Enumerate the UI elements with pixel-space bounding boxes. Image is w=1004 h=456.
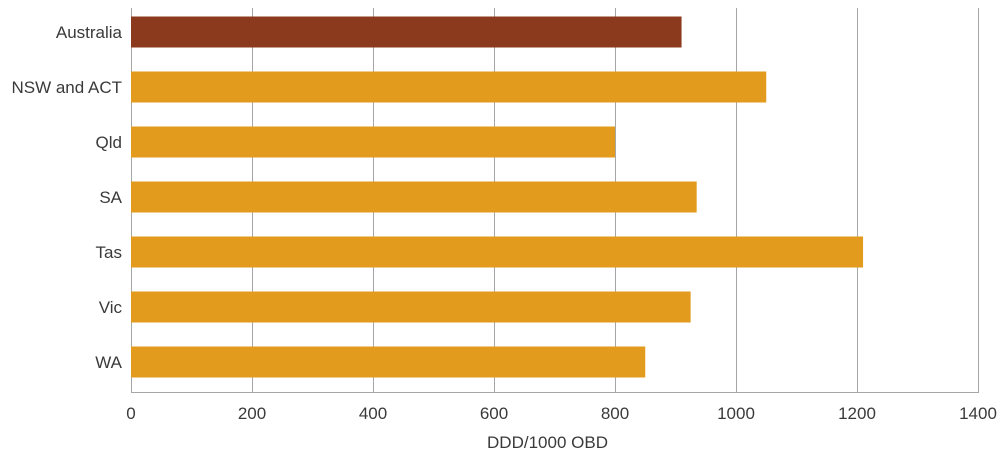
- x-tick-label: 400: [359, 404, 387, 423]
- category-label: Australia: [56, 23, 123, 42]
- x-tick-label: 600: [480, 404, 508, 423]
- bar-vic: [131, 291, 691, 323]
- category-label: Qld: [96, 133, 122, 152]
- bar-nsw-and-act: [131, 71, 767, 103]
- category-label: Vic: [99, 298, 123, 317]
- x-tick-labels: 0 200 400 600 800 1000 1200 1400: [126, 404, 997, 423]
- x-tick-label: 1400: [959, 404, 997, 423]
- category-label: SA: [99, 188, 122, 207]
- x-tick-label: 200: [238, 404, 266, 423]
- bars: [131, 16, 864, 378]
- x-tick-label: 800: [601, 404, 629, 423]
- bar-wa: [131, 346, 646, 378]
- x-axis-title: DDD/1000 OBD: [487, 433, 608, 452]
- category-label: WA: [95, 353, 122, 372]
- category-label: Tas: [96, 243, 122, 262]
- bar-tas: [131, 236, 864, 268]
- bar-qld: [131, 126, 615, 158]
- x-tick-label: 1200: [838, 404, 876, 423]
- x-tick-label: 1000: [717, 404, 755, 423]
- category-label: NSW and ACT: [11, 78, 122, 97]
- bar-australia: [131, 16, 682, 48]
- bar-sa: [131, 181, 697, 213]
- category-labels: Australia NSW and ACT Qld SA Tas Vic WA: [11, 23, 122, 372]
- x-tick-label: 0: [126, 404, 135, 423]
